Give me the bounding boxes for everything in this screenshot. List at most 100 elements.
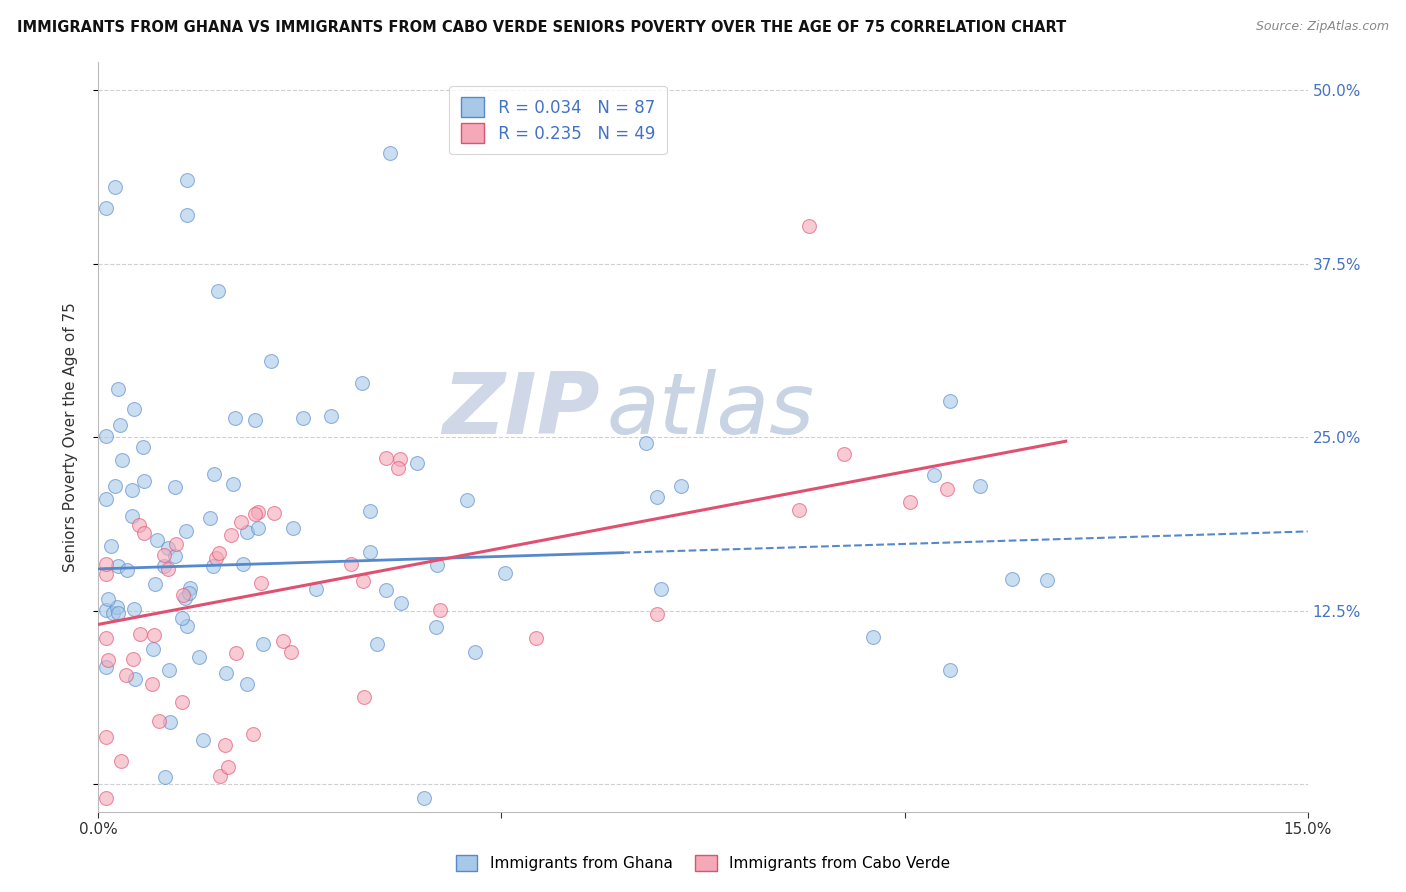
Point <box>225 646 247 660</box>
Point <box>174 591 197 606</box>
Point <box>156 562 179 576</box>
Point <box>209 769 232 783</box>
Point <box>202 467 225 482</box>
Point <box>174 524 197 538</box>
Point <box>898 495 921 509</box>
Point <box>122 402 145 417</box>
Point <box>159 715 181 730</box>
Point <box>243 413 266 427</box>
Point <box>107 607 129 621</box>
Point <box>236 524 259 539</box>
Point <box>97 653 120 667</box>
Point <box>100 539 122 553</box>
Text: Source: ZipAtlas.com: Source: ZipAtlas.com <box>1256 20 1389 33</box>
Point <box>153 558 176 573</box>
Point <box>202 559 225 574</box>
Point <box>378 145 401 160</box>
Point <box>939 393 962 408</box>
Point <box>117 563 139 577</box>
Point <box>176 208 198 222</box>
Point <box>104 180 127 194</box>
Point <box>176 173 198 187</box>
Point <box>862 630 884 644</box>
Point <box>163 549 186 563</box>
Point <box>645 490 668 504</box>
Point <box>188 650 211 665</box>
Point <box>96 603 118 617</box>
Point <box>1001 572 1024 586</box>
Point <box>250 576 273 591</box>
Point <box>121 483 143 498</box>
Point <box>96 557 118 571</box>
Point <box>359 504 381 518</box>
Point <box>214 738 236 752</box>
Point <box>339 558 361 572</box>
Point <box>406 456 429 470</box>
Point <box>148 714 170 728</box>
Point <box>353 690 375 704</box>
Point <box>669 479 692 493</box>
Point <box>352 376 374 391</box>
Point <box>247 505 270 519</box>
Point <box>96 201 118 215</box>
Text: IMMIGRANTS FROM GHANA VS IMMIGRANTS FROM CABO VERDE SENIORS POVERTY OVER THE AGE: IMMIGRANTS FROM GHANA VS IMMIGRANTS FROM… <box>17 20 1066 35</box>
Point <box>96 730 118 744</box>
Point <box>157 541 180 556</box>
Point <box>359 545 381 559</box>
Point <box>96 660 118 674</box>
Point <box>141 677 163 691</box>
Point <box>464 645 486 659</box>
Point <box>122 652 145 666</box>
Point <box>232 557 254 571</box>
Point <box>636 436 658 450</box>
Point <box>426 558 449 572</box>
Point <box>797 219 820 233</box>
Point <box>129 627 152 641</box>
Point <box>193 732 215 747</box>
Point <box>131 440 153 454</box>
Point <box>374 451 396 466</box>
Legend:  R = 0.034   N = 87,  R = 0.235   N = 49: R = 0.034 N = 87, R = 0.235 N = 49 <box>449 86 666 154</box>
Point <box>456 492 478 507</box>
Point <box>319 409 342 423</box>
Point <box>252 638 274 652</box>
Point <box>922 468 945 483</box>
Point <box>224 411 246 425</box>
Point <box>263 506 285 520</box>
Point <box>165 537 187 551</box>
Legend: Immigrants from Ghana, Immigrants from Cabo Verde: Immigrants from Ghana, Immigrants from C… <box>450 849 956 877</box>
Point <box>159 663 181 677</box>
Point <box>198 511 221 525</box>
Y-axis label: Seniors Poverty Over the Age of 75: Seniors Poverty Over the Age of 75 <box>63 302 77 572</box>
Point <box>176 619 198 633</box>
Point <box>375 583 398 598</box>
Point <box>96 631 118 645</box>
Point <box>389 596 412 610</box>
Point <box>132 526 155 541</box>
Point <box>229 516 252 530</box>
Point <box>143 577 166 591</box>
Point <box>121 508 143 523</box>
Point <box>936 483 959 497</box>
Point <box>104 478 127 492</box>
Point <box>969 479 991 493</box>
Point <box>387 460 409 475</box>
Point <box>217 760 239 774</box>
Point <box>242 726 264 740</box>
Point <box>128 517 150 532</box>
Point <box>132 474 155 488</box>
Point <box>124 673 146 687</box>
Point <box>291 410 314 425</box>
Point <box>236 677 259 691</box>
Point <box>305 582 328 596</box>
Point <box>352 574 374 588</box>
Point <box>524 631 547 645</box>
Point <box>146 533 169 548</box>
Point <box>96 566 118 581</box>
Point <box>172 588 194 602</box>
Point <box>366 637 388 651</box>
Point <box>179 581 201 595</box>
Point <box>281 521 304 535</box>
Point <box>142 627 165 641</box>
Point <box>425 620 447 634</box>
